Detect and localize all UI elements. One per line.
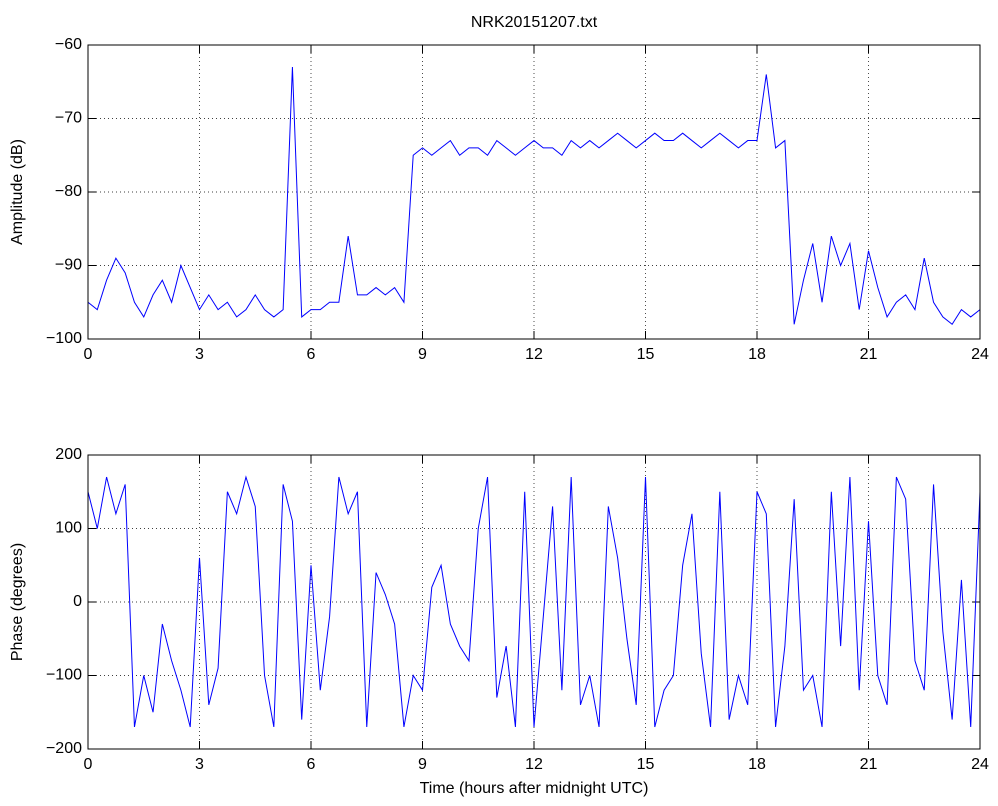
x-tick-label: 24 <box>971 346 989 363</box>
x-tick-label: 6 <box>307 346 316 363</box>
x-tick-label: 24 <box>971 756 989 773</box>
data-line <box>87 475 981 728</box>
plot-frame <box>87 44 981 340</box>
plot-frame <box>87 454 981 750</box>
y-tick-label: −60 <box>55 36 82 53</box>
x-tick-label: 15 <box>637 756 655 773</box>
x-tick-label: 3 <box>195 346 204 363</box>
y-tick-label: 0 <box>73 593 82 610</box>
x-tick-label: 0 <box>84 346 93 363</box>
x-tick-label: 12 <box>525 756 543 773</box>
y-axis-label: Phase (degrees) <box>9 543 26 661</box>
x-tick-label: 0 <box>84 756 93 773</box>
x-tick-label: 21 <box>860 346 878 363</box>
y-tick-label: −80 <box>55 183 82 200</box>
x-tick-label: 12 <box>525 346 543 363</box>
y-tick-label: −90 <box>55 257 82 274</box>
y-tick-label: −100 <box>46 330 82 347</box>
x-tick-label: 18 <box>748 346 766 363</box>
y-axis-label: Amplitude (dB) <box>9 139 26 245</box>
data-line <box>87 67 981 326</box>
x-tick-label: 15 <box>637 346 655 363</box>
y-tick-label: 100 <box>55 520 82 537</box>
chart-title: NRK20151207.txt <box>471 14 598 31</box>
x-tick-label: 6 <box>307 756 316 773</box>
x-tick-label: 3 <box>195 756 204 773</box>
x-tick-label: 9 <box>418 346 427 363</box>
y-tick-label: −70 <box>55 110 82 127</box>
y-tick-label: −200 <box>46 740 82 757</box>
x-tick-label: 9 <box>418 756 427 773</box>
y-tick-label: −100 <box>46 667 82 684</box>
x-axis-label: Time (hours after midnight UTC) <box>420 780 649 797</box>
y-tick-label: 200 <box>55 446 82 463</box>
x-tick-label: 21 <box>860 756 878 773</box>
x-tick-label: 18 <box>748 756 766 773</box>
